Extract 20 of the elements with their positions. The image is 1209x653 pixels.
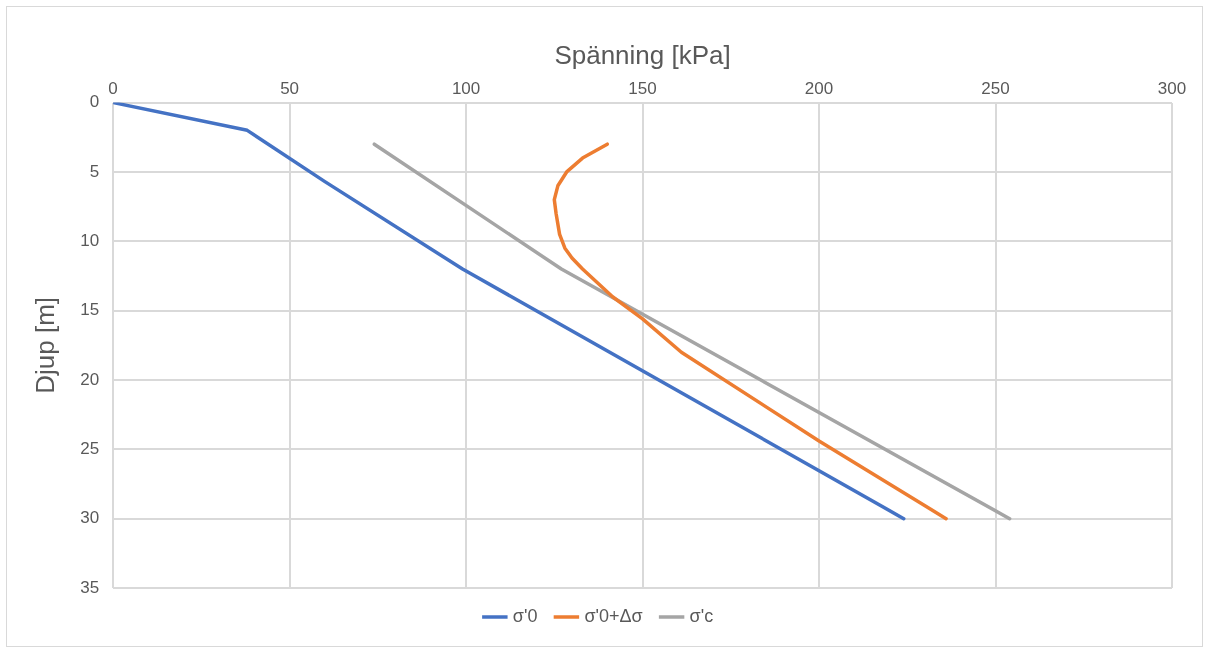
y-tick-label: 20: [80, 369, 100, 389]
x-tick-label: 50: [280, 79, 300, 99]
y-tick-label: 0: [89, 92, 100, 112]
legend-label: σ'0+Δσ: [584, 605, 643, 626]
y-tick-label: 10: [80, 230, 100, 250]
x-axis-title: Spänning [kPa]: [554, 39, 731, 70]
x-tick-label: 200: [804, 79, 834, 99]
y-tick-label: 25: [80, 439, 100, 458]
y-tick-label: 15: [80, 300, 100, 320]
x-tick-label: 150: [628, 79, 657, 99]
x-tick-label: 300: [1157, 79, 1187, 99]
y-tick-label: 5: [89, 161, 100, 181]
x-tick-label: 0: [108, 79, 118, 99]
x-tick-label: 100: [451, 79, 481, 99]
y-tick-label: 30: [80, 508, 100, 528]
y-tick-label: 35: [80, 577, 100, 597]
legend-label: σ'0: [512, 605, 538, 626]
legend-label: σ'c: [689, 605, 714, 626]
x-tick-label: 250: [981, 79, 1010, 99]
y-axis-title: Djup [m]: [29, 296, 60, 394]
